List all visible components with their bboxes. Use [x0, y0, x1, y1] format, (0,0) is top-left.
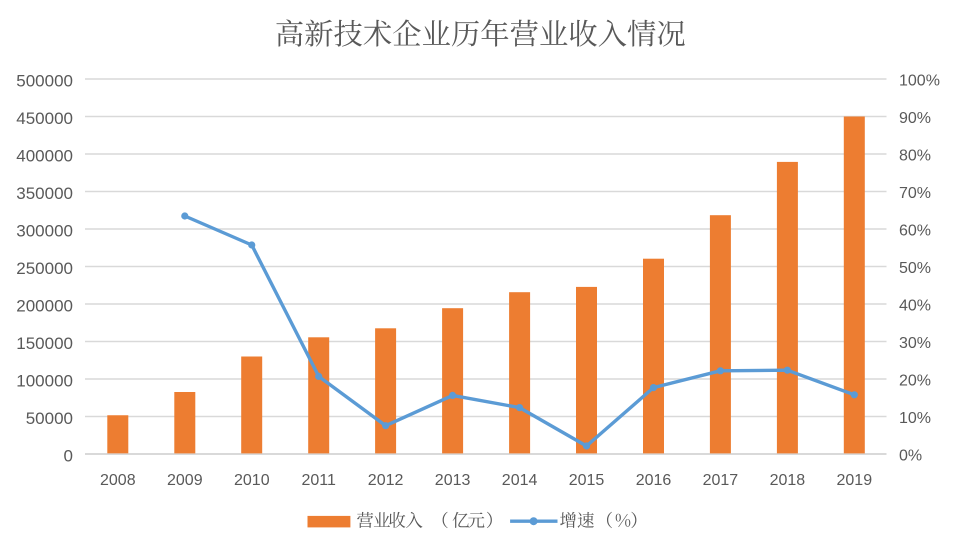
svg-text:150000: 150000 — [16, 334, 73, 353]
svg-text:250000: 250000 — [16, 259, 73, 278]
svg-text:20%: 20% — [899, 373, 931, 390]
svg-text:450000: 450000 — [16, 109, 73, 128]
svg-text:300000: 300000 — [16, 221, 73, 240]
svg-text:350000: 350000 — [16, 184, 73, 203]
svg-text:500000: 500000 — [16, 72, 73, 91]
svg-text:40%: 40% — [899, 298, 931, 315]
svg-text:70%: 70% — [899, 185, 931, 202]
svg-text:2009: 2009 — [167, 472, 203, 489]
svg-text:200000: 200000 — [16, 296, 73, 315]
svg-text:2015: 2015 — [569, 472, 605, 489]
svg-text:30%: 30% — [899, 335, 931, 352]
svg-text:50000: 50000 — [26, 409, 73, 428]
svg-text:2014: 2014 — [502, 472, 538, 489]
svg-text:2011: 2011 — [301, 472, 336, 489]
svg-text:100000: 100000 — [16, 371, 73, 390]
svg-text:2018: 2018 — [770, 472, 806, 489]
svg-text:50%: 50% — [899, 260, 931, 277]
svg-text:80%: 80% — [899, 148, 931, 165]
svg-text:2008: 2008 — [100, 472, 136, 489]
svg-text:0: 0 — [64, 446, 73, 465]
svg-text:2013: 2013 — [435, 472, 471, 489]
svg-text:400000: 400000 — [16, 146, 73, 165]
svg-text:90%: 90% — [899, 110, 931, 127]
svg-text:2010: 2010 — [234, 472, 270, 489]
svg-text:0%: 0% — [899, 448, 922, 465]
svg-text:100%: 100% — [899, 73, 940, 90]
svg-text:10%: 10% — [899, 410, 931, 427]
svg-text:2019: 2019 — [837, 472, 873, 489]
svg-text:2016: 2016 — [636, 472, 672, 489]
svg-text:2017: 2017 — [703, 472, 739, 489]
svg-text:60%: 60% — [899, 223, 931, 240]
svg-text:2012: 2012 — [368, 472, 404, 489]
